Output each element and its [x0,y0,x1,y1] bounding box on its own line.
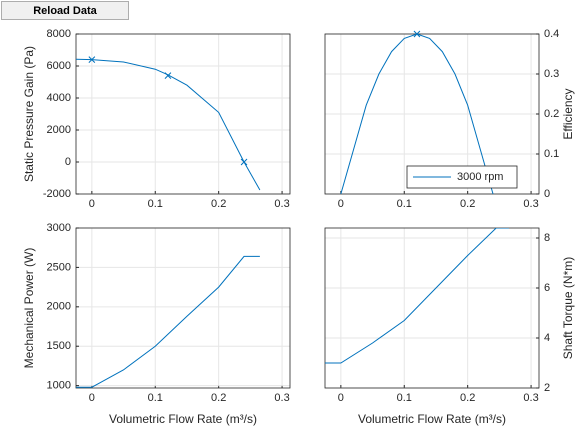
axes: 0 0.1 0.2 0.3 2 4 6 8 Volumetric Flow Rate (m³/s… [324,227,575,426]
y-tick-label: 8 [544,232,550,244]
x-axis-label: Volumetric Flow Rate (m³/s) [109,412,257,426]
data-marker [88,56,96,63]
x-tick-label: 0.1 [148,392,163,404]
y-tick-label: 0.3 [544,68,559,80]
plot-lines [76,255,260,388]
y-tick-label: 2000 [47,124,71,136]
legend-box [406,165,518,189]
y-axis-label: Static Pressure Gain (Pa) [22,46,36,182]
x-tick-label: 0 [89,198,95,210]
axes-box [324,33,540,195]
y-tick-label: 2 [544,382,550,394]
x-tick-label: 0.3 [274,198,289,210]
plot-lines [325,228,509,364]
axes-box [75,33,291,195]
x-tick-label: 0.1 [397,392,412,404]
y-tick-label: 4 [544,332,550,344]
x-tick-label: 0 [89,392,95,404]
reload-button[interactable]: Reload Data [1,1,129,20]
data-line [76,255,260,388]
axes: 0 0.1 0.2 0.3 -2000 0 2000 4000 6000 8000 Static P… [22,28,291,210]
y-tick-label: 0.1 [544,148,559,160]
y-tick-label: 6000 [47,60,71,72]
y-tick-label: 1000 [47,380,71,392]
x-tick-label: 0.2 [211,198,226,210]
y-tick-label: 2000 [47,301,71,313]
x-axis-label: Volumetric Flow Rate (m³/s) [358,412,506,426]
x-tick-label: 0.2 [460,198,475,210]
y-axis-label: Shaft Torque (N*m) [561,257,575,360]
x-tick-label: 0.3 [523,392,538,404]
x-tick-label: 0 [338,392,344,404]
data-marker [413,30,421,38]
y-tick-label: 4000 [47,92,71,104]
x-tick-label: 0 [338,198,344,210]
plot-area [325,228,539,388]
y-tick-label: 0 [544,188,550,200]
plot-area [76,34,290,194]
y-tick-label: 1500 [47,340,71,352]
data-marker [240,158,248,166]
x-tick-label: 0.1 [148,198,163,210]
y-axis-label: Mechanical Power (W) [22,248,36,369]
legend: 3000 rpm [406,165,518,189]
x-tick-label: 0.2 [460,392,475,404]
x-tick-label: 0.3 [274,392,289,404]
x-tick-label: 0.1 [397,198,412,210]
y-tick-label: -2000 [43,188,71,200]
x-tick-label: 0.3 [523,198,538,210]
data-line [340,34,494,194]
y-tick-label: 0.4 [544,28,559,40]
plot-area [76,228,290,388]
data-marker [164,72,172,79]
legend-label: 3000 rpm [457,171,503,183]
axes: 0 0.1 0.2 0.3 0 0.1 0.2 0.3 0.4 Efficiency 3000 rp… [324,28,575,210]
axes: 0 0.1 0.2 0.3 1000 1500 2000 2500 3000 Volumetric… [22,222,291,426]
y-axis-label: Efficiency [561,88,575,139]
y-tick-label: 3000 [47,222,71,234]
y-tick-label: 8000 [47,28,71,40]
data-line [325,228,509,364]
y-tick-label: 6 [544,282,550,294]
plot-lines [340,34,494,194]
axes-box [324,227,540,389]
plot-lines [76,58,261,191]
axes-box [75,227,291,389]
y-tick-label: 2500 [47,261,71,273]
y-tick-label: 0.2 [544,108,559,120]
data-line [76,58,261,191]
x-tick-label: 0.2 [211,392,226,404]
y-tick-label: 0 [65,156,71,168]
